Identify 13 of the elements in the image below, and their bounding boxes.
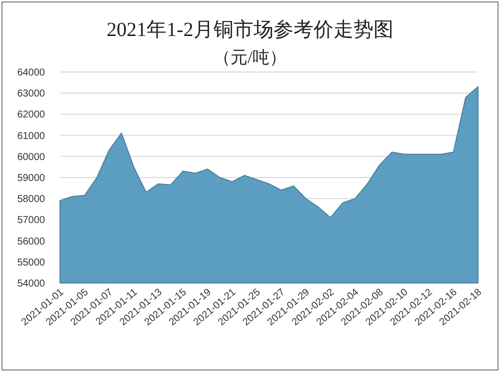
chart-title: 2021年1-2月铜市场参考价走势图 — [106, 19, 394, 41]
y-tick-label: 56000 — [17, 236, 46, 248]
y-tick-label: 59000 — [17, 173, 46, 184]
y-tick-label: 61000 — [17, 130, 46, 142]
y-tick-label: 58000 — [17, 194, 46, 206]
y-tick-label: 64000 — [17, 68, 46, 78]
y-tick-label: 62000 — [17, 110, 46, 121]
y-tick-label: 55000 — [17, 257, 46, 268]
chart-subtitle: （元/吨） — [214, 48, 286, 67]
y-tick-label: 54000 — [17, 278, 46, 290]
y-tick-label: 63000 — [17, 88, 46, 100]
y-tick-label: 60000 — [17, 152, 46, 163]
y-tick-label: 57000 — [17, 215, 46, 226]
